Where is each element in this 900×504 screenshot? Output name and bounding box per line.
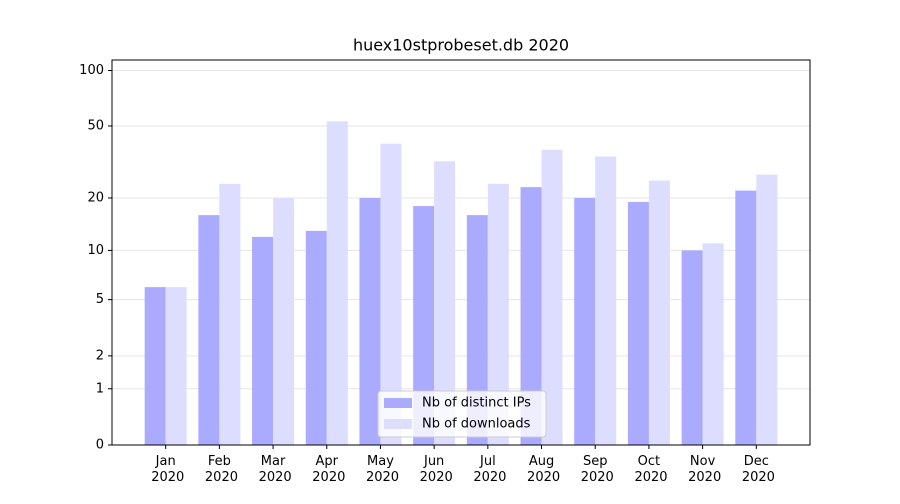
legend-label: Nb of distinct IPs — [422, 396, 531, 411]
legend-box — [377, 390, 547, 438]
legend-label: Nb of downloads — [422, 417, 531, 432]
x-tick-label: Feb 2020 — [201, 454, 238, 485]
x-tick-label: Jun 2020 — [416, 454, 453, 485]
y-tick-label: 5 — [96, 292, 104, 307]
bar — [595, 156, 617, 445]
bar — [520, 187, 542, 445]
bar — [359, 197, 381, 445]
bar — [144, 287, 166, 445]
chart-title: huex10stprobeset.db 2020 — [353, 36, 569, 55]
bar — [380, 143, 402, 446]
x-tick-label: Aug 2020 — [523, 454, 560, 485]
y-tick-label: 50 — [87, 118, 104, 133]
bar — [165, 287, 187, 445]
x-tick-label: Jul 2020 — [469, 454, 506, 485]
bar — [219, 183, 241, 445]
bar — [681, 250, 703, 445]
bar — [702, 243, 724, 445]
x-tick-label: Dec 2020 — [738, 454, 775, 485]
bar — [648, 180, 670, 445]
bar — [273, 197, 295, 445]
plot-frame — [111, 59, 811, 446]
y-tick-label: 2 — [96, 348, 104, 363]
x-tick-label: Jan 2020 — [147, 454, 184, 485]
bar — [574, 197, 596, 445]
y-tick-label: 20 — [87, 190, 104, 205]
y-tick-label: 0 — [96, 438, 104, 453]
legend: Nb of distinct IPs Nb of downloads — [377, 390, 547, 438]
y-tick-label: 100 — [79, 63, 104, 78]
x-tick-label: Apr 2020 — [308, 454, 345, 485]
legend-swatch — [384, 419, 412, 429]
bar — [305, 230, 327, 445]
x-tick-label: May 2020 — [362, 454, 399, 485]
bar — [413, 206, 435, 445]
x-tick-label: Nov 2020 — [684, 454, 721, 485]
bar — [487, 183, 509, 445]
bar — [326, 121, 348, 445]
legend-swatch — [384, 398, 412, 408]
bar — [466, 215, 488, 445]
bar — [252, 236, 274, 445]
x-tick-label: Oct 2020 — [630, 454, 667, 485]
bar — [627, 201, 649, 445]
x-tick-label: Sep 2020 — [577, 454, 614, 485]
y-tick-label: 10 — [87, 243, 104, 258]
bar — [541, 149, 563, 445]
y-tick-label: 1 — [96, 381, 104, 396]
bar — [434, 161, 456, 445]
bar — [735, 190, 757, 445]
x-tick-label: Mar 2020 — [254, 454, 291, 485]
bar — [756, 174, 778, 445]
bar — [198, 215, 220, 445]
